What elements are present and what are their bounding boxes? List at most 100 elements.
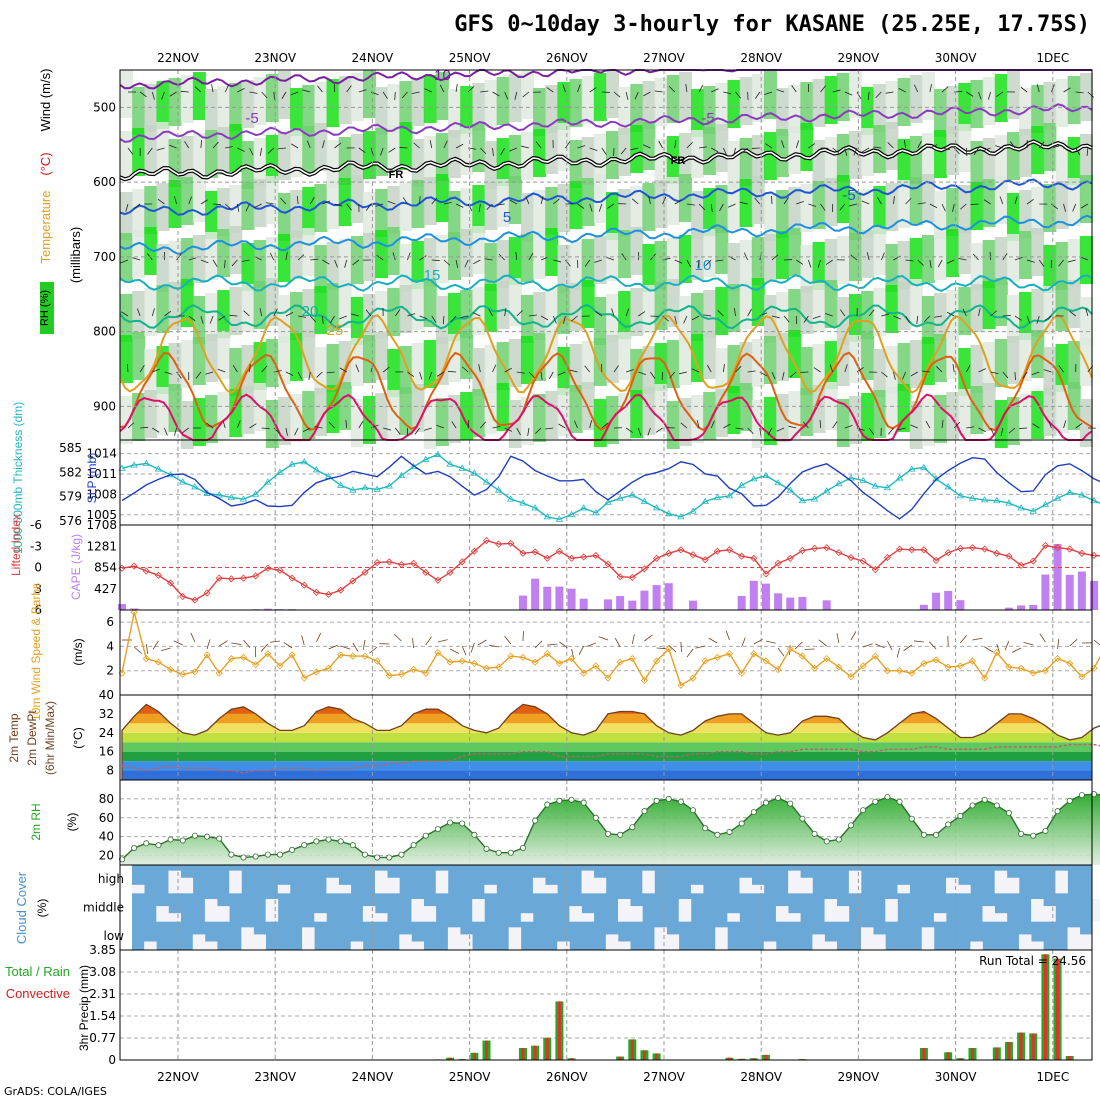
wind-barb [839,203,846,211]
wind-barb [978,308,981,317]
wind-barb [966,91,974,97]
wind-speed-point [944,663,952,671]
wind-speed-point [932,656,940,664]
rh-point [276,851,283,858]
bottom-date-label: 23NOV [254,1070,296,1084]
wind-barb [722,147,727,156]
wind-barb [322,259,330,265]
wind-barb [595,311,603,317]
rh-shading-cell [314,245,328,293]
lifted-index-point [592,551,600,560]
thickness-point [1078,491,1086,498]
thickness-point [349,486,357,493]
lifted-index-point [1029,557,1037,565]
rh-shading-cell [776,231,790,279]
wind-barb [601,147,607,155]
thickness-point [579,504,588,511]
rh-shading-cell [873,288,887,336]
wind-barb [394,427,401,435]
wind-barb [565,141,571,149]
rh-shading-cell [411,139,425,187]
rh-point [1066,797,1073,804]
rh-shading-cell [314,286,328,334]
lifted-index-point [725,546,734,554]
rh-shading-cell [982,138,996,186]
rh-shading-cell [290,88,304,136]
wind-speed-point [871,652,879,660]
lifted-index-point [142,567,150,575]
wind-barb [261,427,270,430]
thickness-point [434,450,442,457]
cape-bar [616,596,625,610]
rh-shading-cell [217,188,231,236]
wind-barb [717,310,724,317]
wind-speed-point [543,650,551,658]
rh-shading-cell [277,234,291,282]
cloud-gap [326,877,339,894]
wind-barb [224,84,230,93]
wind-barb [344,259,348,268]
lifted-index-point [507,539,515,547]
cloud-gap [836,906,850,922]
lifted-index-point [434,576,442,584]
wind-speed-point [179,670,187,678]
wind-barb [589,147,598,151]
rh-shading-cell [520,193,534,241]
thickness-point [239,495,248,502]
cloud-gap [642,870,655,894]
rh-point [325,836,332,843]
cape-bar [628,600,637,610]
rh-shading-cell [302,391,316,439]
rh-shading-cell [593,134,607,182]
rh-tick-label: 60 [99,811,114,825]
wind-barb [308,371,311,380]
wind-barb [407,252,411,261]
wind-barb [626,369,634,373]
lifted-index-point [361,568,369,577]
wind-barb [808,203,817,207]
rh-shading-cell [484,284,498,332]
lifted-index-point [823,544,831,552]
rh-shading-cell [144,288,158,336]
rh-shading-cell [545,391,559,439]
wind-barb [978,368,986,373]
convective-bar [1007,1042,1011,1060]
wind-barb [607,203,615,209]
wind-barb [1072,203,1077,212]
rh-shading-cell [678,235,692,283]
wind-barb [781,371,785,380]
wind-barb [577,203,585,209]
rh-shading-cell [217,392,231,440]
rh-shading-cell [1055,79,1069,127]
rh-shading-cell [642,183,656,231]
rh-shading-cell [387,84,401,132]
thickness-point [956,492,965,499]
wind-barb [832,147,840,154]
thickness-point [191,483,199,490]
wind-barb [586,642,596,647]
thickness-point [482,478,491,485]
cape-bar [118,604,126,610]
rh-point [167,836,174,843]
rh-shading-cell [411,78,425,126]
wind-barb [817,259,821,268]
cloud-gap [970,941,983,950]
wind-barb [995,145,1003,149]
rh-shading-cell [1006,193,1020,241]
rh-shading-cell [290,190,304,238]
wind-barb [151,91,155,100]
wind-barb [776,89,785,93]
run-total-label: Run Total = 24.56 [979,954,1086,968]
rh-shading-cell [897,139,911,187]
lifted-index-point [968,544,977,552]
lifted-index-point [750,554,758,562]
rh-shading-cell [363,192,376,240]
lifted-index-point [580,553,588,561]
wind-speed-point [616,658,624,666]
thickness-point [142,459,151,466]
cloud-gap [946,877,959,894]
wind-barb [269,640,280,643]
rh-point [811,830,818,837]
wind-barb [326,371,335,374]
cape-tick-label: 1708 [86,518,117,532]
